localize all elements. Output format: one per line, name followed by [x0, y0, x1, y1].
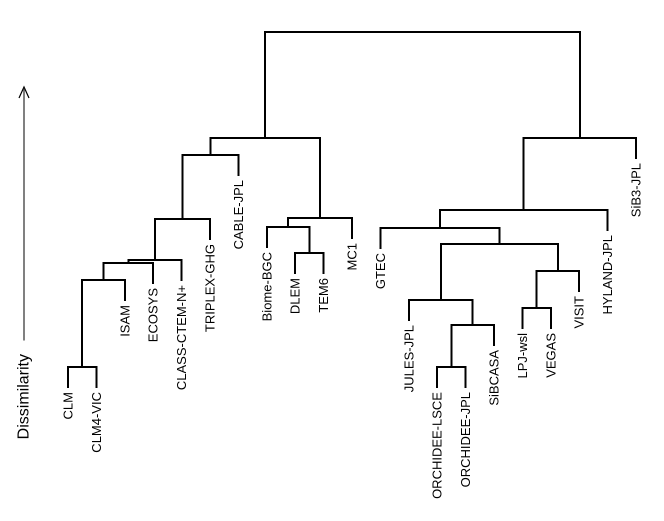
leaf-label: ISAM [117, 305, 132, 337]
leaf-label: CLM [61, 392, 76, 419]
leaf-label: GTEC [373, 253, 388, 289]
leaf-label: DLEM [288, 278, 303, 314]
leaf-label: JULES-JPL [401, 325, 416, 392]
leaf-label: TEM6 [316, 278, 331, 313]
leaf-label: CABLE-JPL [231, 180, 246, 249]
leaf-label: ECOSYS [146, 288, 161, 343]
leaf-label: SiB3-JPL [629, 163, 644, 217]
leaf-label: CLASS-CTEM-N+ [174, 285, 189, 390]
leaf-label: ORCHIDEE-JPL [458, 392, 473, 487]
leaf-label: VEGAS [543, 333, 558, 378]
y-axis-label: Dissimilarity [16, 354, 33, 439]
leaf-label: CLM4-VIC [89, 392, 104, 453]
leaf-label: TRIPLEX-GHG [203, 244, 218, 332]
leaf-label: Biome-BGC [259, 252, 274, 321]
leaf-label: SiBCASA [487, 350, 502, 406]
leaf-label: ORCHIDEE-LSCE [430, 392, 445, 499]
leaf-label: MC1 [345, 243, 360, 270]
axis-arrowhead-icon [18, 85, 30, 99]
leaf-label: LPJ-wsl [515, 333, 530, 379]
leaf-label: HYLAND-JPL [600, 235, 615, 314]
leaf-label: VISIT [572, 296, 587, 329]
